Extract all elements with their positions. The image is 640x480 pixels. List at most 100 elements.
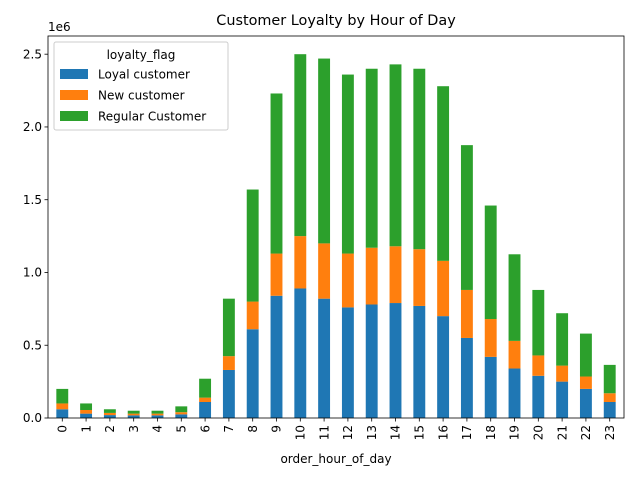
bar-segment-0-0 [56,409,69,418]
x-tick-label: 6 [198,425,212,433]
bar-segment-1-22 [579,376,592,389]
bar-segment-1-23 [603,393,616,402]
bar-segment-1-3 [127,413,140,416]
bar-segment-1-8 [246,301,259,330]
bar-segment-2-10 [294,54,307,237]
bar-segment-0-20 [532,375,545,418]
bar-segment-1-11 [318,243,331,299]
bar-segment-1-20 [532,355,545,376]
plot-area-frame [47,35,625,419]
x-tick-label: 21 [555,425,569,440]
bars-layer [56,54,616,418]
bar-segment-2-13 [365,68,378,248]
bar-segment-2-9 [270,93,283,254]
bar-segment-0-5 [175,414,188,418]
bar-segment-2-18 [484,205,497,320]
legend: loyalty_flag Loyal customer New customer R… [53,41,229,131]
x-tick-label: 15 [413,425,427,440]
bar-segment-1-4 [151,413,164,416]
bar-segment-0-23 [603,401,616,418]
x-tick-label: 2 [103,425,117,433]
bar-segment-0-17 [460,337,473,418]
bar-segment-1-16 [437,260,450,317]
bar-segment-2-15 [413,68,426,250]
bar-segment-1-21 [556,365,569,382]
bar-segment-2-2 [103,409,116,413]
y-tick-label: 2.5 [23,47,42,61]
bar-segment-2-8 [246,189,259,302]
x-tick-label: 13 [365,425,379,440]
bar-segment-0-2 [103,415,116,418]
y-axis: 0.0 0.5 1.0 1.5 2.0 2.5 [23,47,48,425]
bar-segment-1-14 [389,246,402,304]
bar-segment-2-4 [151,410,164,414]
legend-label: Loyal customer [98,68,190,82]
x-axis-label: order_hour_of_day [280,452,391,466]
x-tick-label: 17 [460,425,474,440]
bar-segment-2-16 [437,86,450,261]
bar-segment-0-18 [484,356,497,418]
bar-segment-2-7 [222,298,235,357]
bar-segment-1-10 [294,236,307,289]
bar-segment-2-14 [389,64,402,247]
y-tick-label: 1.0 [23,266,42,280]
bar-segment-2-6 [199,378,212,398]
bar-segment-1-2 [103,412,116,416]
bar-segment-0-11 [318,298,331,418]
bar-segment-0-10 [294,288,307,418]
bar-segment-0-3 [127,415,140,418]
y-tick-label: 0.5 [23,338,42,352]
x-axis: 0 1 2 3 4 5 6 7 8 9 10 11 12 13 14 15 16 17 18 19 20 21 22 23 [55,418,617,440]
legend-swatch [60,69,88,79]
y-tick-label: 1.5 [23,193,42,207]
x-tick-label: 9 [270,425,284,433]
x-tick-label: 11 [317,425,331,440]
legend-swatch [60,90,88,100]
bar-segment-0-15 [413,305,426,418]
x-tick-label: 18 [484,425,498,440]
bar-segment-2-19 [508,254,521,341]
bar-segment-1-9 [270,253,283,296]
bar-segment-0-12 [341,307,354,418]
bar-segment-2-17 [460,145,473,290]
bar-segment-2-1 [80,403,93,410]
bar-segment-2-21 [556,313,569,366]
bar-segment-2-23 [603,364,616,394]
bar-segment-0-9 [270,295,283,418]
x-tick-label: 16 [436,425,450,440]
bar-segment-0-13 [365,304,378,418]
chart-title: Customer Loyalty by Hour of Day [216,13,456,29]
y-axis-offset-label: 1e6 [48,20,71,34]
bar-segment-1-13 [365,247,378,305]
x-tick-label: 5 [174,425,188,433]
bar-segment-0-16 [437,316,450,418]
bar-segment-0-21 [556,381,569,418]
y-tick-label: 0.0 [23,411,42,425]
bar-segment-0-19 [508,368,521,418]
bar-segment-2-12 [341,74,354,254]
x-tick-label: 22 [579,425,593,440]
bar-segment-2-20 [532,289,545,356]
legend-title: loyalty_flag [107,48,176,62]
y-tick-label: 2.0 [23,120,42,134]
bar-segment-0-4 [151,415,164,418]
legend-label: New customer [98,89,185,103]
x-tick-label: 1 [79,425,93,433]
bar-segment-0-6 [199,401,212,418]
x-tick-label: 19 [508,425,522,440]
bar-segment-1-15 [413,249,426,306]
bar-segment-0-7 [222,369,235,418]
x-tick-label: 0 [55,425,69,433]
bar-segment-1-19 [508,340,521,369]
bar-segment-1-18 [484,319,497,357]
legend-items: Loyal customer New customer Regular Custom… [60,68,206,124]
x-tick-label: 12 [341,425,355,440]
x-tick-label: 20 [532,425,546,440]
x-tick-label: 23 [603,425,617,440]
bar-segment-1-7 [222,356,235,370]
legend-swatch [60,111,88,121]
bar-segment-2-0 [56,388,69,404]
x-tick-label: 4 [151,425,165,433]
bar-segment-0-1 [80,413,93,418]
bar-segment-1-6 [199,397,212,402]
